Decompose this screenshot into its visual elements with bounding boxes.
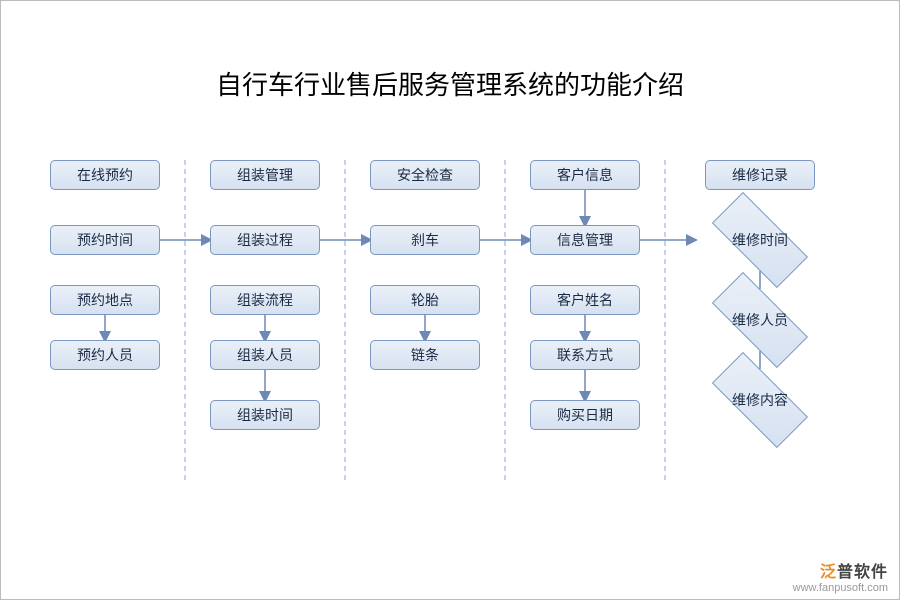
node-n51: 维修记录 bbox=[705, 160, 815, 190]
node-n43: 客户姓名 bbox=[530, 285, 640, 315]
node-n42: 信息管理 bbox=[530, 225, 640, 255]
node-n53: 维修人员 bbox=[695, 289, 825, 351]
node-n14: 预约人员 bbox=[50, 340, 160, 370]
node-n12: 预约时间 bbox=[50, 225, 160, 255]
node-n33: 轮胎 bbox=[370, 285, 480, 315]
node-n13: 预约地点 bbox=[50, 285, 160, 315]
node-n23: 组装流程 bbox=[210, 285, 320, 315]
node-n24: 组装人员 bbox=[210, 340, 320, 370]
watermark-brand: 泛普软件 bbox=[793, 564, 888, 582]
node-n45: 购买日期 bbox=[530, 400, 640, 430]
node-n32: 刹车 bbox=[370, 225, 480, 255]
node-n25: 组装时间 bbox=[210, 400, 320, 430]
node-n44: 联系方式 bbox=[530, 340, 640, 370]
node-n34: 链条 bbox=[370, 340, 480, 370]
watermark-brand-rest: 普软件 bbox=[837, 564, 888, 581]
node-n41: 客户信息 bbox=[530, 160, 640, 190]
diagram-title: 自行车行业售后服务管理系统的功能介绍 bbox=[0, 65, 900, 102]
node-n21: 组装管理 bbox=[210, 160, 320, 190]
watermark-brand-accent: 泛 bbox=[820, 564, 837, 581]
node-n54: 维修内容 bbox=[695, 369, 825, 431]
watermark: 泛普软件 www.fanpusoft.com bbox=[793, 564, 888, 594]
flowchart-canvas: 自行车行业售后服务管理系统的功能介绍 在线预约预约时间预约地点预约人员 组装管理组… bbox=[0, 0, 900, 600]
node-n52: 维修时间 bbox=[695, 209, 825, 271]
watermark-url: www.fanpusoft.com bbox=[793, 582, 888, 594]
node-n31: 安全检查 bbox=[370, 160, 480, 190]
node-n22: 组装过程 bbox=[210, 225, 320, 255]
node-n11: 在线预约 bbox=[50, 160, 160, 190]
